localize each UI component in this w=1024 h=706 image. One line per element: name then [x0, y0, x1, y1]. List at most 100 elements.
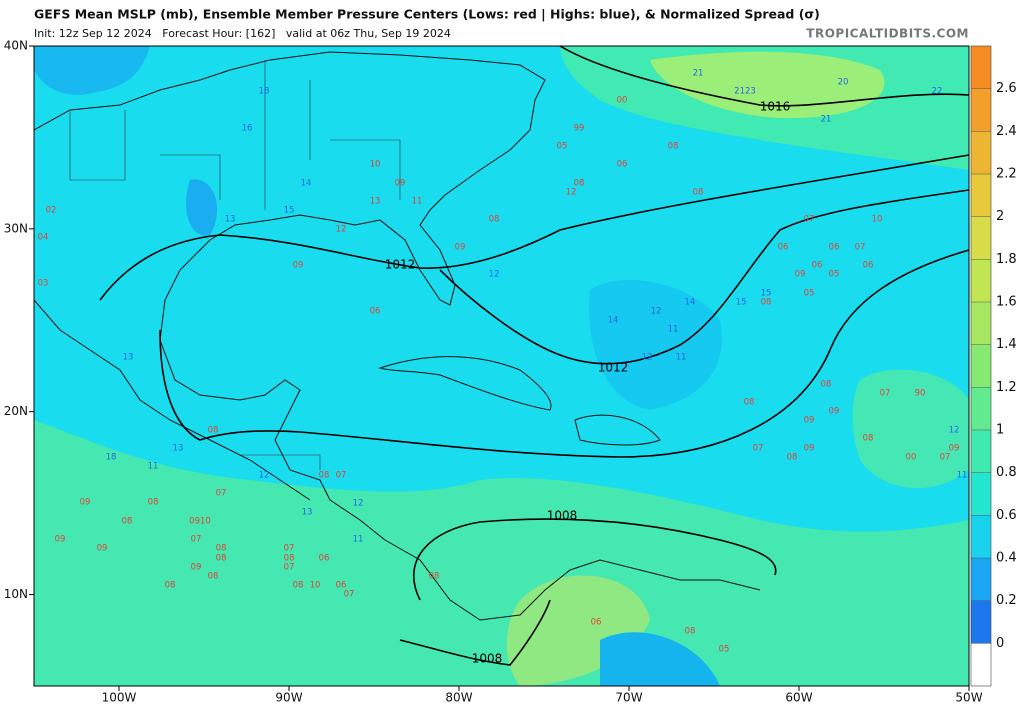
colorbar-swatch: [971, 643, 991, 686]
x-tick-label: 70W: [615, 691, 642, 705]
low-center: 10: [370, 160, 381, 170]
colorbar: 0 0.2 0.4 0.6 0.8 1 1.2 1.4 1.6 1.8 2 2.2 2.4 2.6: [971, 46, 1017, 686]
colorbar-swatch: [971, 387, 991, 430]
isobar-line: [439, 189, 969, 365]
colorbar-tick-label: 0.6: [996, 508, 1017, 523]
title: GEFS Mean MSLP (mb), Ensemble Member Pre…: [34, 7, 820, 22]
colorbar-swatch: [971, 174, 991, 217]
colorbar-tick-label: 1.8: [996, 252, 1017, 267]
x-tick-label: 60W: [785, 691, 812, 705]
low-center: 07: [880, 389, 891, 399]
low-center: 05: [829, 270, 840, 280]
low-center: 07: [191, 535, 202, 545]
high-center: 2123: [734, 87, 756, 97]
colorbar-swatch: [971, 216, 991, 260]
high-center: 18: [106, 453, 117, 463]
low-center: 08: [489, 215, 500, 225]
x-tick-label: 50W: [955, 691, 982, 705]
low-center: 11: [412, 197, 423, 207]
high-center: 12: [259, 471, 270, 481]
low-center: 08: [208, 426, 219, 436]
colorbar-swatch: [971, 472, 991, 516]
low-center: 08: [319, 471, 330, 481]
hispaniola: [574, 414, 661, 446]
isobar-line: [399, 599, 551, 666]
colorbar-swatch: [971, 46, 991, 89]
y-tick-label: 30N: [4, 221, 28, 235]
high-center: 15: [736, 298, 747, 308]
low-center: 08: [284, 554, 295, 564]
high-center: 22: [932, 87, 943, 97]
y-tick-label: 20N: [4, 404, 28, 418]
spread-zone: [34, 46, 150, 95]
low-center: 07: [284, 544, 295, 554]
low-center: 09: [191, 563, 202, 573]
low-center: 08: [668, 142, 679, 152]
low-center: 08: [122, 517, 133, 527]
high-center: 12: [489, 270, 500, 280]
low-center: 08: [429, 572, 440, 582]
low-center: 07: [855, 243, 866, 253]
low-center: 08: [863, 434, 874, 444]
low-center: 05: [557, 142, 568, 152]
low-center: 07: [940, 453, 951, 463]
low-center: 0910: [189, 517, 211, 527]
low-center: 08: [761, 298, 772, 308]
isobar-label: 1016: [760, 100, 791, 114]
x-tick-label: 100W: [102, 691, 137, 705]
high-center: 14: [608, 316, 619, 326]
low-center: 08: [293, 581, 304, 591]
low-center: 07: [284, 563, 295, 573]
isobar-line: [99, 154, 969, 301]
high-center: 11: [957, 471, 968, 481]
low-center: 06: [863, 261, 874, 271]
low-center: 13: [370, 197, 381, 207]
low-center: 09: [55, 535, 66, 545]
low-center: 06: [370, 307, 381, 317]
colorbar-tick-label: 1.6: [996, 295, 1017, 310]
low-center: 04: [38, 233, 49, 243]
low-center: 08: [148, 498, 159, 508]
low-center: 07: [753, 444, 764, 454]
low-center: 02: [46, 206, 57, 216]
low-center: 99: [574, 124, 585, 134]
high-center: 12: [949, 426, 960, 436]
colorbar-tick-label: 0.2: [996, 593, 1017, 608]
low-center: 07: [804, 215, 815, 225]
isobar-line: [413, 518, 777, 601]
colorbar-swatch: [971, 259, 991, 302]
low-center: 12: [566, 188, 577, 198]
y-tick-label: 40N: [4, 39, 28, 53]
colorbar-swatch: [971, 515, 991, 558]
colorbar-tick-label: 1: [996, 423, 1004, 438]
colorbar-tick-label: 0.8: [996, 465, 1017, 480]
colorbar-tick-label: 0.4: [996, 551, 1017, 566]
low-center: 10: [310, 581, 321, 591]
low-center: 08: [574, 179, 585, 189]
colorbar-tick-label: 2.4: [996, 124, 1017, 139]
low-center: 00: [617, 96, 628, 106]
low-center: 09: [829, 407, 840, 417]
coastline: [34, 51, 761, 621]
high-center: 16: [242, 124, 253, 134]
low-center: 09: [804, 444, 815, 454]
low-center: 05: [719, 645, 730, 655]
high-center: 14: [301, 179, 312, 189]
low-center: 08: [787, 453, 798, 463]
colorbar-swatch: [971, 88, 991, 132]
low-center: 08: [693, 188, 704, 198]
isobar-line: [159, 249, 969, 458]
high-center: 13: [225, 215, 236, 225]
high-center: 12: [651, 307, 662, 317]
low-center: 09: [395, 179, 406, 189]
x-tick-label: 90W: [275, 691, 302, 705]
low-center: 06: [617, 160, 628, 170]
y-tick-label: 10N: [4, 587, 28, 601]
low-center: 08: [165, 581, 176, 591]
high-center: 13: [302, 508, 313, 518]
low-center: 09: [455, 243, 466, 253]
spread-zone: [650, 51, 885, 119]
